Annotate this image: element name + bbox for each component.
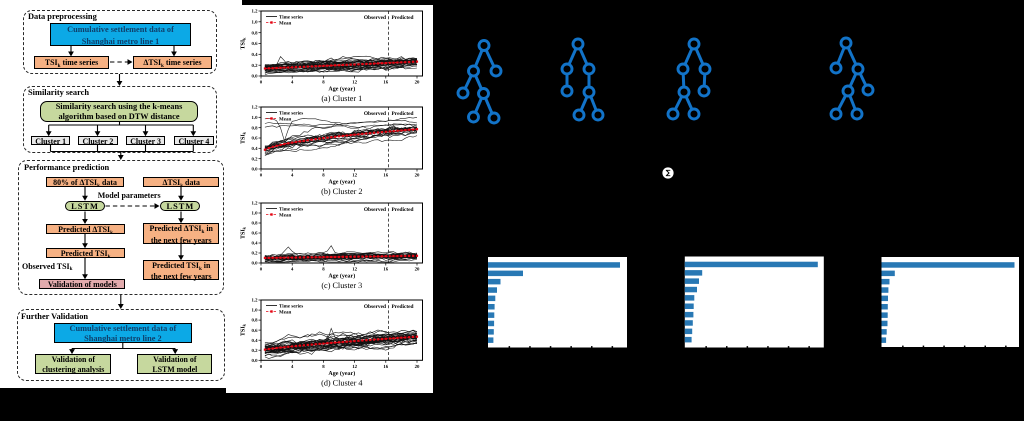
svg-text:1.2: 1.2 bbox=[252, 105, 259, 111]
svg-text:20: 20 bbox=[415, 364, 420, 370]
svg-text:(a) Cluster 1: (a) Cluster 1 bbox=[321, 94, 362, 103]
svg-text:Predicted: Predicted bbox=[392, 207, 414, 213]
svg-text:0.8: 0.8 bbox=[252, 125, 259, 131]
svg-text:0.6: 0.6 bbox=[252, 41, 259, 47]
svg-text:0.4: 0.4 bbox=[252, 241, 259, 247]
svg-text:20: 20 bbox=[415, 80, 420, 86]
svg-text:Predicted: Predicted bbox=[392, 304, 414, 310]
svg-text:1.2: 1.2 bbox=[252, 9, 259, 15]
svg-text:Mean: Mean bbox=[279, 309, 291, 315]
svg-text:1.2: 1.2 bbox=[252, 298, 259, 304]
svg-text:0.8: 0.8 bbox=[252, 318, 259, 324]
svg-text:Age (year): Age (year) bbox=[328, 273, 355, 280]
svg-text:Predicted: Predicted bbox=[392, 15, 414, 21]
svg-text:TSIk: TSIk bbox=[241, 131, 247, 144]
svg-text:8: 8 bbox=[322, 80, 325, 86]
svg-text:8: 8 bbox=[322, 173, 325, 179]
svg-text:0.0: 0.0 bbox=[252, 74, 259, 80]
svg-text:TSIk: TSIk bbox=[241, 323, 247, 336]
svg-text:4: 4 bbox=[291, 80, 294, 86]
svg-text:Observed: Observed bbox=[364, 304, 386, 310]
svg-text:Age (year): Age (year) bbox=[328, 370, 355, 377]
svg-text:12: 12 bbox=[352, 173, 357, 179]
svg-text:0.2: 0.2 bbox=[252, 348, 259, 354]
svg-text:0.2: 0.2 bbox=[252, 156, 259, 162]
svg-text:0: 0 bbox=[260, 80, 263, 86]
svg-text:0.6: 0.6 bbox=[252, 328, 259, 334]
svg-text:Time series: Time series bbox=[279, 14, 303, 20]
svg-text:12: 12 bbox=[352, 364, 357, 370]
svg-text:0.0: 0.0 bbox=[252, 261, 259, 267]
svg-text:16: 16 bbox=[383, 173, 388, 179]
svg-text:Mean: Mean bbox=[279, 212, 291, 218]
svg-text:TSIk: TSIk bbox=[241, 226, 247, 239]
svg-text:Age (year): Age (year) bbox=[328, 86, 355, 93]
svg-text:Observed: Observed bbox=[364, 15, 386, 21]
svg-text:4: 4 bbox=[291, 364, 294, 370]
svg-text:0.4: 0.4 bbox=[252, 146, 259, 152]
svg-text:(d) Cluster 4: (d) Cluster 4 bbox=[321, 379, 362, 388]
svg-text:16: 16 bbox=[383, 80, 388, 86]
svg-text:0.0: 0.0 bbox=[252, 358, 259, 364]
svg-text:20: 20 bbox=[415, 267, 420, 273]
svg-text:0.8: 0.8 bbox=[252, 30, 259, 36]
svg-text:12: 12 bbox=[352, 267, 357, 273]
svg-text:Observed: Observed bbox=[364, 207, 386, 213]
svg-text:16: 16 bbox=[383, 364, 388, 370]
svg-text:16: 16 bbox=[383, 267, 388, 273]
svg-text:0.6: 0.6 bbox=[252, 136, 259, 142]
svg-text:Predicted: Predicted bbox=[392, 111, 414, 117]
svg-text:0.2: 0.2 bbox=[252, 63, 259, 69]
svg-text:1.0: 1.0 bbox=[252, 211, 259, 217]
svg-text:TSIk: TSIk bbox=[241, 37, 247, 50]
svg-text:12: 12 bbox=[352, 80, 357, 86]
svg-text:Mean: Mean bbox=[279, 20, 291, 26]
svg-text:Time series: Time series bbox=[279, 303, 303, 309]
svg-text:8: 8 bbox=[322, 267, 325, 273]
svg-text:0: 0 bbox=[260, 173, 263, 179]
svg-text:1.2: 1.2 bbox=[252, 201, 259, 207]
svg-text:0.4: 0.4 bbox=[252, 52, 259, 58]
svg-text:4: 4 bbox=[291, 173, 294, 179]
svg-text:1.0: 1.0 bbox=[252, 19, 259, 25]
svg-text:(c) Cluster 3: (c) Cluster 3 bbox=[321, 281, 362, 290]
svg-text:Time series: Time series bbox=[279, 206, 303, 212]
svg-text:0.4: 0.4 bbox=[252, 338, 259, 344]
svg-text:0: 0 bbox=[260, 364, 263, 370]
svg-text:8: 8 bbox=[322, 364, 325, 370]
svg-text:Observed: Observed bbox=[364, 111, 386, 117]
svg-text:4: 4 bbox=[291, 267, 294, 273]
svg-text:(b) Cluster 2: (b) Cluster 2 bbox=[321, 187, 362, 196]
svg-text:Time series: Time series bbox=[279, 110, 303, 116]
svg-text:Mean: Mean bbox=[279, 116, 291, 122]
svg-text:0.2: 0.2 bbox=[252, 251, 259, 257]
svg-text:1.0: 1.0 bbox=[252, 115, 259, 121]
svg-text:0: 0 bbox=[260, 267, 263, 273]
svg-text:0.8: 0.8 bbox=[252, 221, 259, 227]
svg-text:0.6: 0.6 bbox=[252, 231, 259, 237]
svg-text:0.0: 0.0 bbox=[252, 167, 259, 173]
svg-text:Age (year): Age (year) bbox=[328, 179, 355, 186]
svg-text:1.0: 1.0 bbox=[252, 308, 259, 314]
svg-text:20: 20 bbox=[415, 173, 420, 179]
